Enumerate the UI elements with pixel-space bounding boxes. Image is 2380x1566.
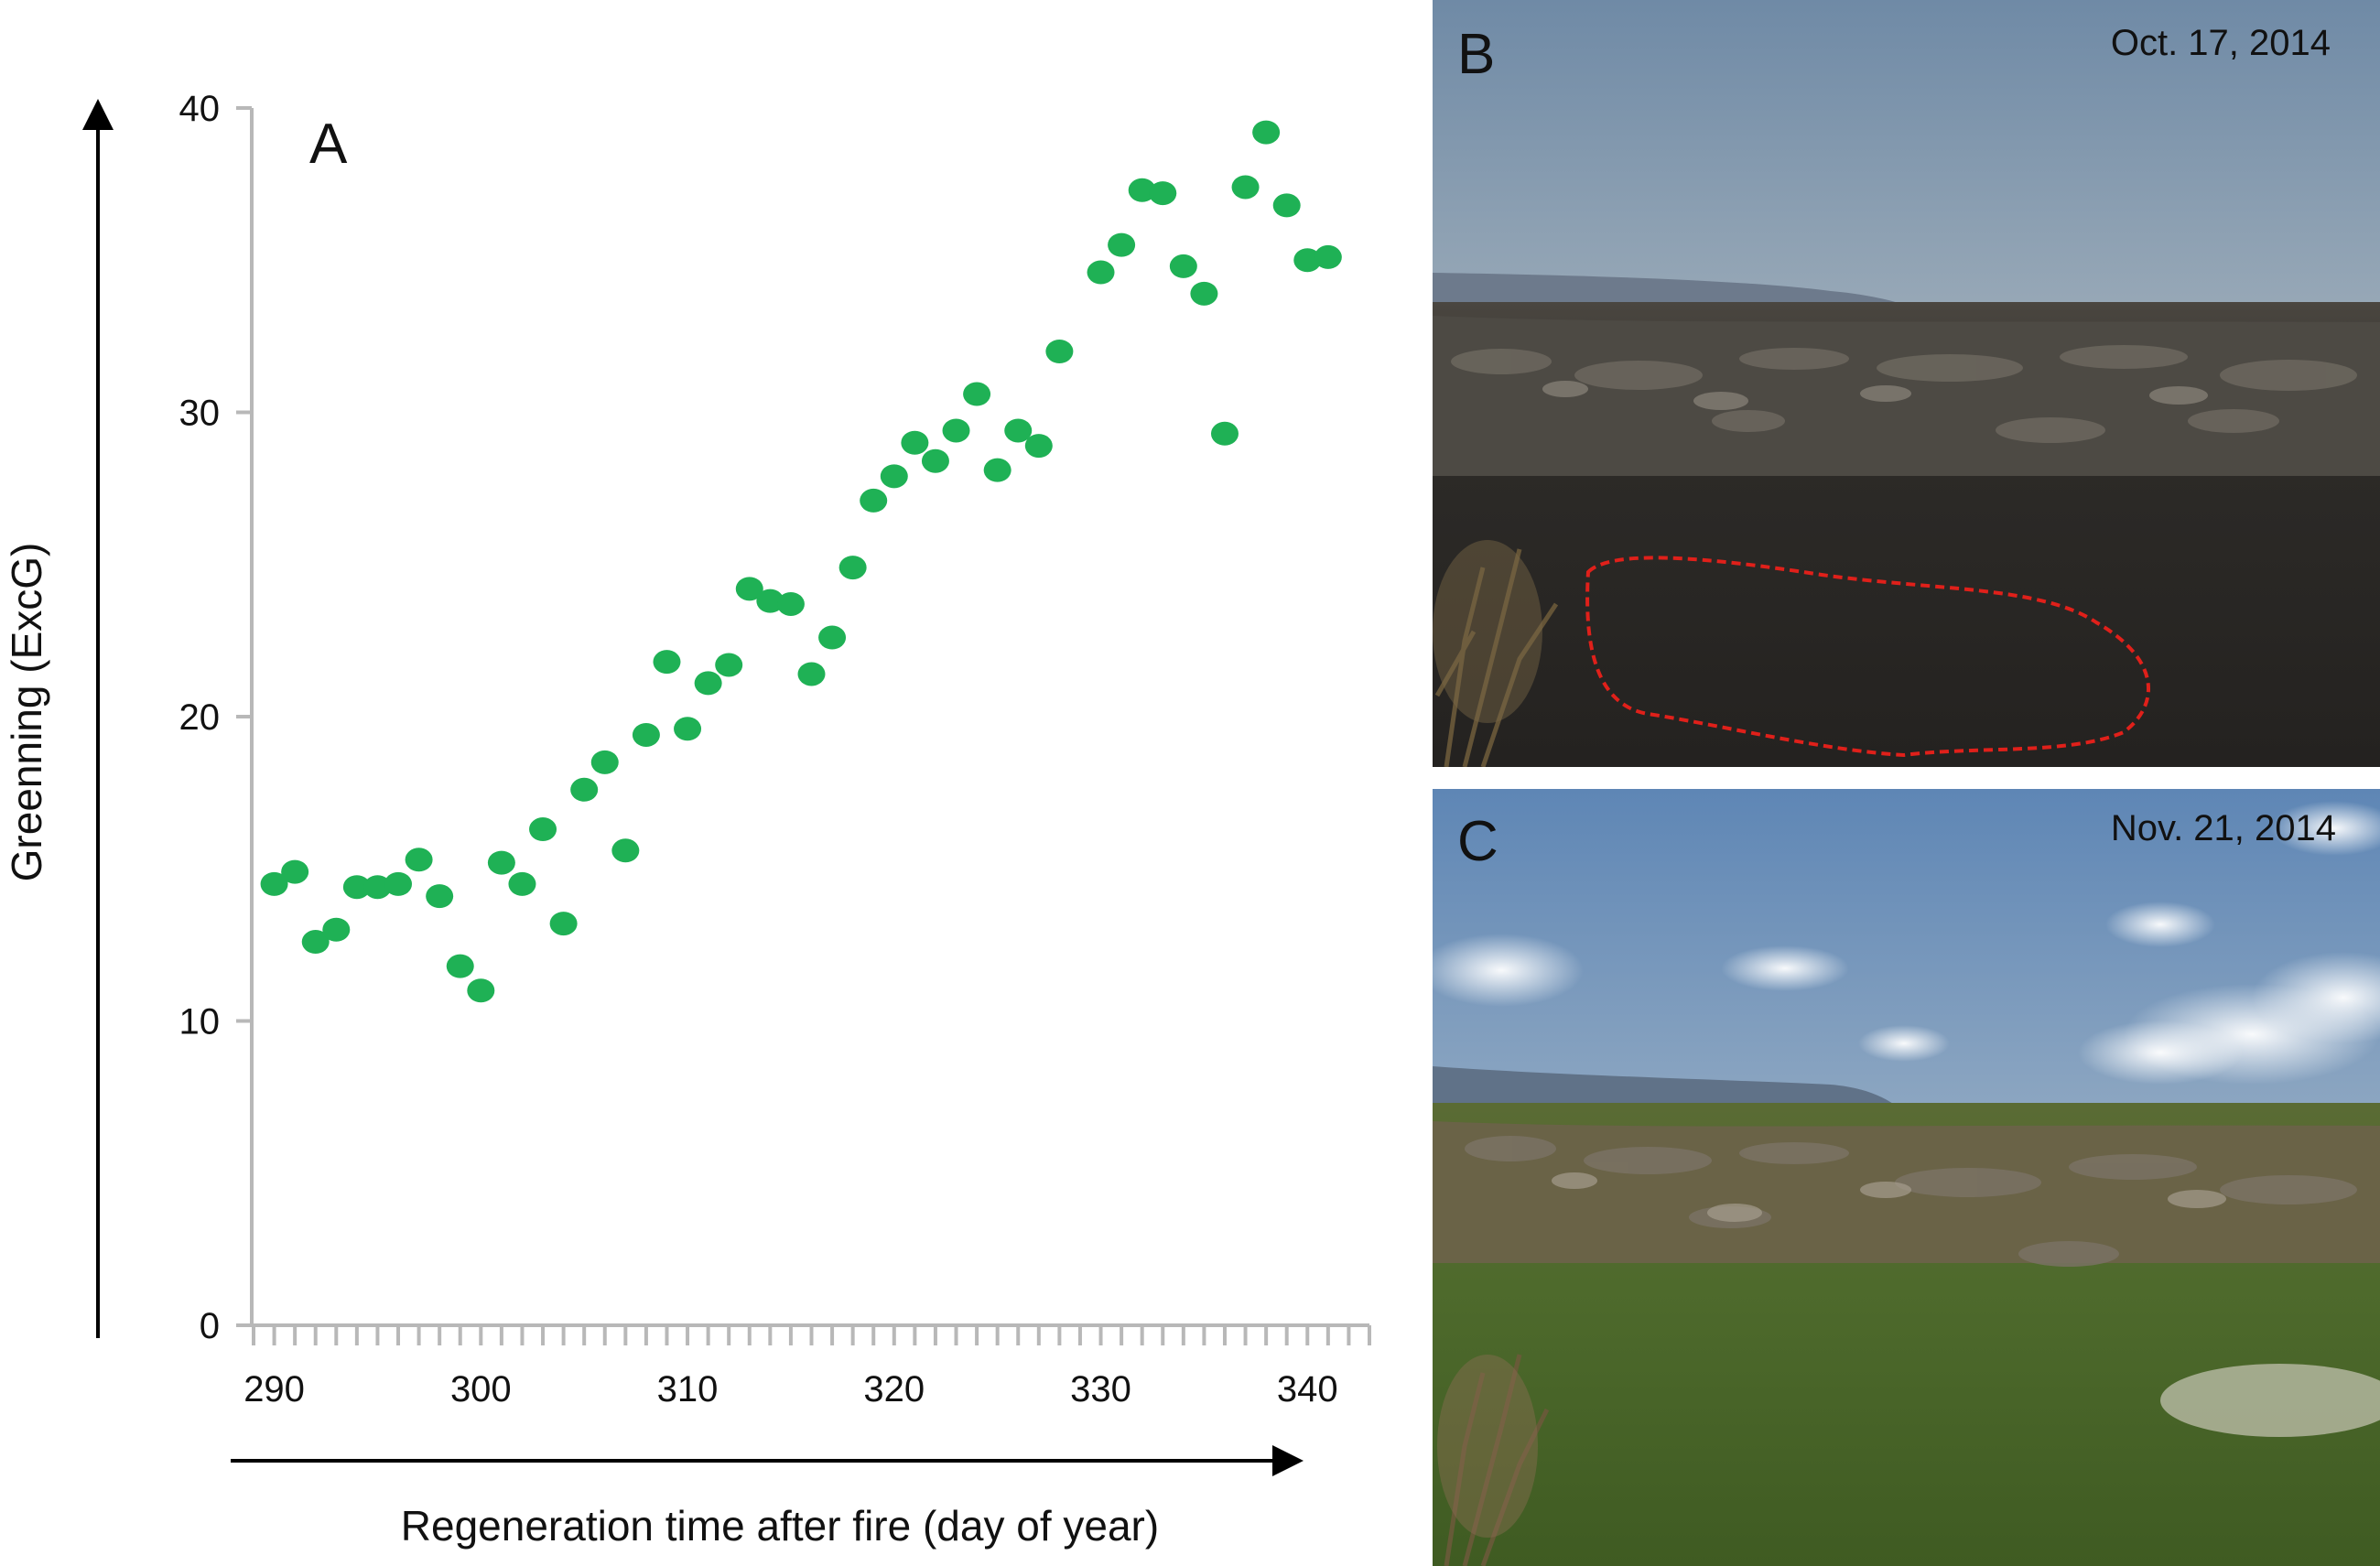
photo-burned-site bbox=[1433, 0, 2380, 767]
y-ticks: 0 10 20 30 40 bbox=[179, 89, 252, 1346]
data-point bbox=[901, 430, 929, 455]
data-point bbox=[942, 418, 970, 443]
scatter-chart: A 0 10 20 30 40 290 300 310 320 330 340 Greenning… bbox=[3, 89, 1371, 1550]
y-axis-label: Greenning (ExcG) bbox=[3, 543, 50, 882]
x-tick-label: 300 bbox=[450, 1369, 512, 1409]
data-point bbox=[508, 871, 536, 896]
y-tick-label: 20 bbox=[179, 697, 221, 738]
data-point bbox=[715, 653, 743, 677]
data-point bbox=[529, 817, 557, 842]
data-point bbox=[342, 875, 371, 900]
photo-regrown-site bbox=[1433, 789, 2380, 1566]
data-point bbox=[426, 884, 454, 909]
data-point bbox=[1045, 340, 1074, 363]
data-point bbox=[611, 838, 640, 863]
data-point bbox=[1252, 120, 1281, 145]
data-point bbox=[1024, 434, 1053, 459]
data-point bbox=[260, 871, 288, 896]
data-point bbox=[756, 589, 784, 613]
x-tick-label: 320 bbox=[863, 1369, 925, 1409]
data-point bbox=[963, 382, 991, 406]
data-point bbox=[549, 912, 578, 936]
data-point bbox=[1004, 418, 1033, 443]
photo-b-date: Oct. 17, 2014 bbox=[2111, 23, 2331, 63]
data-point bbox=[384, 871, 413, 896]
data-point bbox=[1314, 244, 1342, 269]
y-tick-label: 30 bbox=[179, 394, 221, 434]
data-point bbox=[735, 577, 763, 601]
data-point bbox=[1128, 178, 1156, 202]
panel-c-label: C bbox=[1457, 810, 1498, 873]
x-axis-label: Regeneration time after fire (day of yea… bbox=[401, 1502, 1159, 1550]
data-point bbox=[983, 458, 1012, 482]
data-point bbox=[860, 488, 888, 513]
y-arrow-head bbox=[82, 99, 114, 130]
data-point bbox=[1272, 193, 1301, 218]
x-arrow-head bbox=[1272, 1445, 1304, 1476]
data-point bbox=[1293, 248, 1322, 273]
data-point bbox=[653, 650, 681, 675]
data-point bbox=[301, 930, 330, 955]
data-point bbox=[322, 917, 351, 942]
x-ticks: 290 300 310 320 330 340 bbox=[243, 1325, 1371, 1409]
panel-b-label: B bbox=[1457, 23, 1495, 86]
data-point bbox=[1108, 232, 1136, 257]
data-point bbox=[1087, 260, 1115, 285]
data-point bbox=[818, 625, 847, 650]
data-point bbox=[1190, 281, 1218, 306]
x-tick-label: 290 bbox=[243, 1369, 305, 1409]
data-point bbox=[1149, 181, 1177, 206]
data-point bbox=[570, 777, 599, 802]
data-point bbox=[776, 591, 805, 616]
photo-c-date: Nov. 21, 2014 bbox=[2111, 808, 2336, 848]
data-point bbox=[674, 717, 702, 741]
data-point bbox=[921, 448, 949, 473]
data-point bbox=[1231, 175, 1260, 200]
data-point bbox=[590, 750, 619, 774]
x-tick-label: 340 bbox=[1277, 1369, 1338, 1409]
y-tick-label: 0 bbox=[200, 1306, 220, 1346]
y-tick-label: 40 bbox=[179, 89, 221, 129]
data-point bbox=[838, 556, 867, 580]
data-point bbox=[1169, 254, 1197, 278]
y-tick-label: 10 bbox=[179, 1002, 221, 1042]
data-point bbox=[694, 671, 722, 696]
data-point bbox=[281, 859, 309, 884]
x-tick-label: 330 bbox=[1070, 1369, 1131, 1409]
data-points bbox=[260, 120, 1342, 1003]
data-point bbox=[1210, 421, 1239, 446]
data-point bbox=[446, 954, 474, 978]
x-tick-label: 310 bbox=[657, 1369, 719, 1409]
data-point bbox=[632, 722, 660, 747]
data-point bbox=[363, 875, 392, 900]
data-point bbox=[797, 662, 826, 686]
data-point bbox=[405, 848, 433, 872]
data-point bbox=[487, 850, 515, 875]
burned-area-outline bbox=[1585, 556, 2151, 758]
panel-a-label: A bbox=[309, 113, 348, 176]
data-point bbox=[467, 978, 495, 1003]
data-point bbox=[880, 464, 908, 489]
